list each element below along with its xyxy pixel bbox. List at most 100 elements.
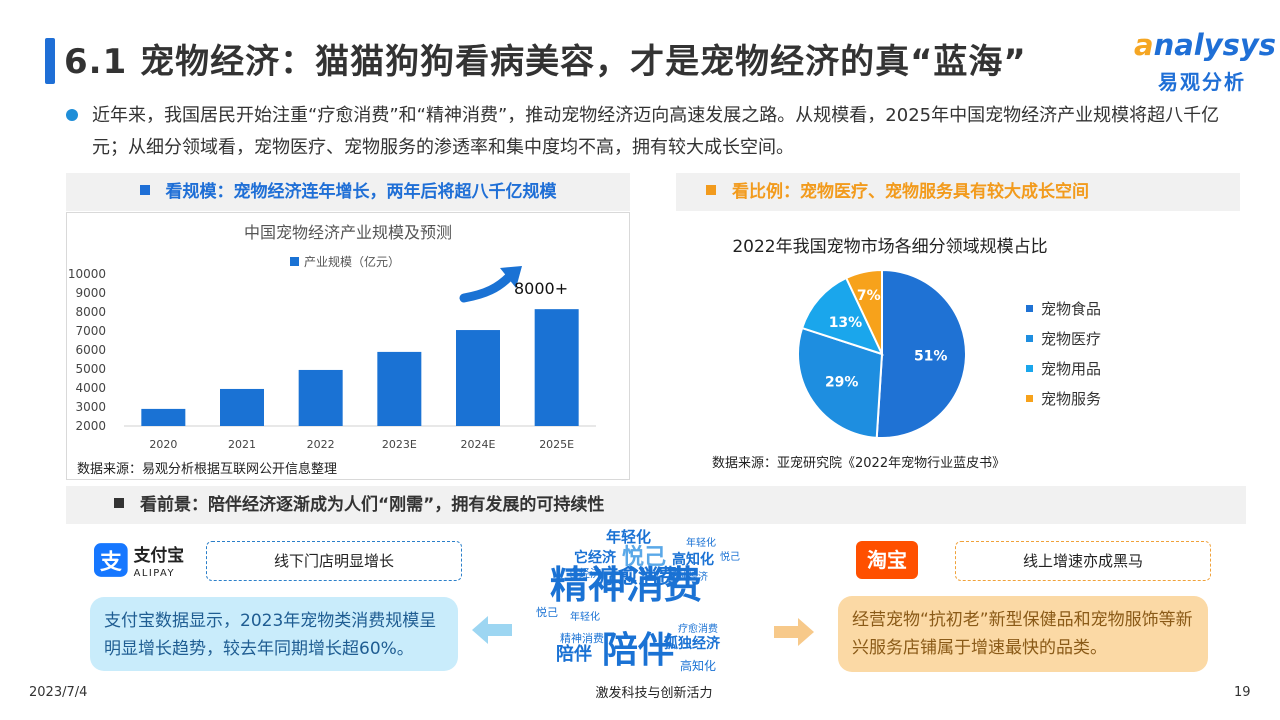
title-accent-bar <box>45 38 55 84</box>
bar-chart-frame <box>66 212 630 480</box>
x-tick-label: 2022 <box>307 438 335 451</box>
alipay-card: 支付宝数据显示，2023年宠物类消费规模呈明显增长趋势，较去年同期增长超60%。 <box>90 597 458 671</box>
bullet-icon <box>66 109 78 121</box>
x-tick-label: 2025E <box>539 438 574 451</box>
pie-slice <box>875 268 967 439</box>
word-cloud-word: 疗愈消费 <box>678 622 718 635</box>
alipay-logo-char: 支 <box>100 550 122 575</box>
word-cloud-word: 年轻化 <box>606 528 651 546</box>
y-tick-label: 9000 <box>75 286 106 300</box>
pie-chart-source: 数据来源：亚宠研究院《2022年宠物行业蓝皮书》 <box>712 456 1006 471</box>
y-tick-label: 2000 <box>75 419 106 433</box>
pie-chart-title: 2022年我国宠物市场各细分领域规模占比 <box>732 237 1048 257</box>
word-cloud-word: 精神消费 <box>560 631 604 645</box>
logo-wordmark: nalysys <box>1153 28 1277 62</box>
section-header-ratio-text: 看比例：宠物医疗、宠物服务具有较大成长空间 <box>732 182 1089 202</box>
alipay-tag: 线下门店明显增长 <box>206 541 462 581</box>
x-tick-label: 2021 <box>228 438 256 451</box>
bar <box>534 309 579 426</box>
bar <box>220 388 264 426</box>
word-cloud-caption: 激发科技与创新活力 <box>595 686 713 701</box>
pie-legend-label: 宠物食品 <box>1041 300 1102 318</box>
growth-arrow-icon <box>459 271 515 303</box>
pie-legend-label: 宠物服务 <box>1041 390 1102 408</box>
alipay-logo-cn: 支付宝 <box>133 545 185 565</box>
y-tick-label: 5000 <box>75 362 106 376</box>
word-cloud-word: 悦己 <box>622 544 666 570</box>
word-cloud-word: 高知化 <box>672 551 714 568</box>
pie-legend: 宠物食品宠物医疗宠物用品宠物服务 <box>1026 298 1101 418</box>
pie-slice <box>800 276 884 356</box>
legend-swatch <box>290 257 299 266</box>
growth-arrow-head-icon <box>500 266 522 288</box>
bar-annotation: 8000+ <box>514 279 568 298</box>
alipay-logo: 支 支付宝 ALIPAY <box>94 543 185 579</box>
pie-slice <box>797 326 884 439</box>
word-cloud-word: 它经济 <box>568 566 601 580</box>
pie-value-label: 51% <box>914 349 948 365</box>
word-cloud-word: 精神消费 <box>550 563 702 607</box>
bar-chart-title: 中国宠物经济产业规模及预测 <box>244 223 452 242</box>
analysys-logo: analysys <box>1134 28 1276 62</box>
taobao-card: 经营宠物“抗初老”新型保健品和宠物服饰等新兴服务店铺属于增速最快的品类。 <box>838 596 1208 672</box>
alipay-logo-icon <box>94 543 128 577</box>
x-tick-label: 2020 <box>149 438 177 451</box>
word-cloud-word: 年轻化 <box>686 536 716 549</box>
square-bullet-icon <box>139 185 150 195</box>
x-tick-label: 2023E <box>382 438 417 451</box>
page-number: 19 <box>1234 685 1251 700</box>
section-header-prospect-text: 看前景：陪伴经济逐渐成为人们“刚需”，拥有发展的可持续性 <box>140 495 605 515</box>
word-cloud-word: 疗愈消费 <box>598 564 678 588</box>
word-cloud-word: 孤独经济 <box>664 635 721 652</box>
logo-letter-a: a <box>1134 28 1154 62</box>
word-cloud-word: 陪伴 <box>556 643 592 665</box>
intro-paragraph: 近年来，我国居民开始注重“疗愈消费”和“精神消费”，推动宠物经济迈向高速发展之路… <box>92 105 1220 158</box>
square-bullet-icon <box>114 498 124 508</box>
pie-value-label: 29% <box>825 374 859 390</box>
taobao-logo: 淘宝 <box>856 541 918 579</box>
bar <box>456 330 500 426</box>
page-title: 6.1 宠物经济：猫猫狗狗看病美容，才是宠物经济的真“蓝海” <box>64 42 1027 82</box>
y-tick-label: 3000 <box>75 400 106 414</box>
pie-legend-item: 宠物医疗 <box>1026 328 1101 358</box>
word-cloud-word: 悦己 <box>720 550 740 563</box>
arrow-left-icon <box>472 616 512 644</box>
pie-legend-label: 宠物医疗 <box>1041 330 1102 348</box>
y-tick-label: 10000 <box>68 267 106 281</box>
word-cloud-word: 它经济 <box>574 549 617 566</box>
legend-swatch <box>1026 365 1033 372</box>
bar-chart: 中国宠物经济产业规模及预测 产业规模（亿元） 10000 9000 8000 7000… <box>68 223 596 451</box>
legend-swatch <box>1026 335 1033 342</box>
pie-chart: 51% 29% 13% 7% <box>797 268 967 439</box>
section-header-scale: 看规模：宠物经济连年增长，两年后将超八千亿规模 <box>66 173 630 211</box>
pie-legend-label: 宠物用品 <box>1041 360 1102 378</box>
y-tick-label: 7000 <box>75 324 106 338</box>
pie-legend-item: 宠物食品 <box>1026 298 1101 328</box>
taobao-tag: 线上增速亦成黑马 <box>955 541 1211 581</box>
bar <box>298 369 343 426</box>
y-tick-label: 4000 <box>75 381 106 395</box>
section-header-scale-text: 看规模：宠物经济连年增长，两年后将超八千亿规模 <box>165 182 557 202</box>
word-cloud-word: 年轻化 <box>570 610 600 623</box>
y-tick-label: 8000 <box>75 305 106 319</box>
pie-value-label: 13% <box>829 315 863 331</box>
pie-legend-item: 宠物服务 <box>1026 388 1101 418</box>
bar <box>377 351 422 426</box>
legend-swatch <box>1026 305 1033 312</box>
pie-slice <box>844 268 883 355</box>
pie-value-label: 7% <box>857 288 881 304</box>
bar-chart-source: 数据来源：易观分析根据互联网公开信息整理 <box>77 462 338 477</box>
word-cloud-word: 孤独经济 <box>668 570 708 583</box>
arrow-right-icon <box>774 618 814 646</box>
word-cloud-word: 陪伴 <box>602 630 674 671</box>
analysys-logo-cn: 易观分析 <box>1158 70 1246 94</box>
bar-legend-label: 产业规模（亿元） <box>304 254 400 269</box>
footer-date: 2023/7/4 <box>29 685 88 700</box>
word-cloud-word: 悦己 <box>536 605 558 619</box>
alipay-logo-en: ALIPAY <box>134 568 175 579</box>
square-bullet-icon <box>706 185 716 195</box>
bar <box>141 408 186 426</box>
y-tick-label: 6000 <box>75 343 106 357</box>
pie-legend-item: 宠物用品 <box>1026 358 1101 388</box>
section-header-ratio: 看比例：宠物医疗、宠物服务具有较大成长空间 <box>676 173 1240 211</box>
